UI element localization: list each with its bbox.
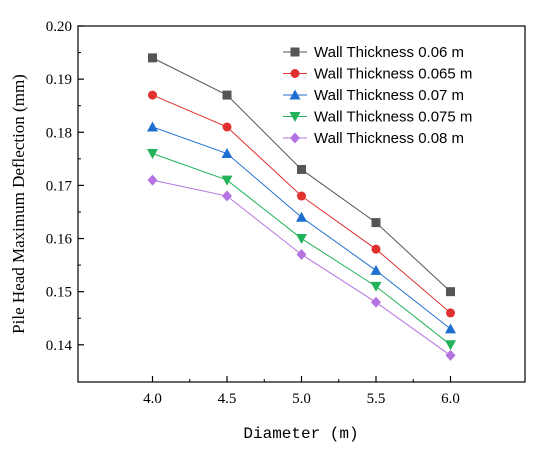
data-point [221,148,233,159]
series-line [152,179,451,356]
y-axis-title: Pile Head Maximum Deflection (mm) [9,74,28,334]
legend-entry: Wall Thickness 0.07 m [283,87,464,104]
series-line [152,94,451,314]
x-tick-label: 4.5 [218,391,237,407]
series-layer [147,53,456,361]
legend-label: Wall Thickness 0.065 m [314,66,472,83]
y-tick-label: 0.14 [46,338,73,354]
x-tick-label: 5.5 [367,391,386,407]
y-tick-label: 0.19 [46,72,72,88]
y-axis: 0.14 0.15 0.16 0.17 0.18 0.19 0.20 [46,19,84,354]
series-line [152,126,451,330]
legend-label: Wall Thickness 0.06 m [314,44,464,61]
y-tick-label: 0.16 [46,232,73,248]
legend-label: Wall Thickness 0.075 m [314,109,472,126]
x-tick-label: 5.0 [292,391,311,407]
x-axis: 4.0 4.5 5.0 5.5 6.0 [143,376,460,407]
legend-marker [290,69,300,78]
x-tick-label: 6.0 [441,391,460,407]
series-1 [148,53,455,297]
data-point [296,234,307,245]
data-point [222,90,232,100]
data-point [221,175,233,186]
data-point [222,190,232,202]
data-point [446,287,455,297]
y-tick-label: 0.18 [46,125,72,141]
legend-marker [290,47,300,57]
data-point [148,90,157,100]
legend: Wall Thickness 0.06 m Wall Thickness 0.06… [283,44,472,147]
y-tick-label: 0.20 [46,19,72,35]
legend-label: Wall Thickness 0.07 m [314,87,464,104]
series-4 [147,149,456,351]
y-tick-label: 0.17 [46,178,73,194]
data-point [370,264,382,275]
data-point [296,211,307,222]
legend-label: Wall Thickness 0.08 m [314,130,464,147]
legend-marker [289,89,301,100]
series-3 [147,121,456,334]
data-point [445,349,456,361]
data-point [222,122,232,132]
legend-entry: Wall Thickness 0.065 m [283,66,472,83]
x-tick-label: 4.0 [143,391,162,407]
series-5 [147,174,456,361]
legend-entry: Wall Thickness 0.075 m [283,109,472,126]
data-point [147,174,158,186]
legend-marker [289,112,301,122]
legend-entry: Wall Thickness 0.06 m [283,44,464,61]
legend-entry: Wall Thickness 0.08 m [283,130,464,147]
series-2 [148,90,455,318]
data-point [371,218,381,228]
data-point [371,296,381,308]
data-point [147,149,158,160]
data-point [445,323,456,334]
data-point [297,164,306,174]
data-point [445,340,456,351]
data-point [148,53,157,63]
y-tick-label: 0.15 [46,285,72,301]
data-point [297,191,306,201]
legend-marker [290,132,300,144]
data-point [370,281,382,292]
data-point [446,308,455,318]
x-axis-title: Diameter (m) [243,425,358,443]
data-point [371,244,381,254]
data-point [147,121,158,132]
data-point [296,248,307,260]
